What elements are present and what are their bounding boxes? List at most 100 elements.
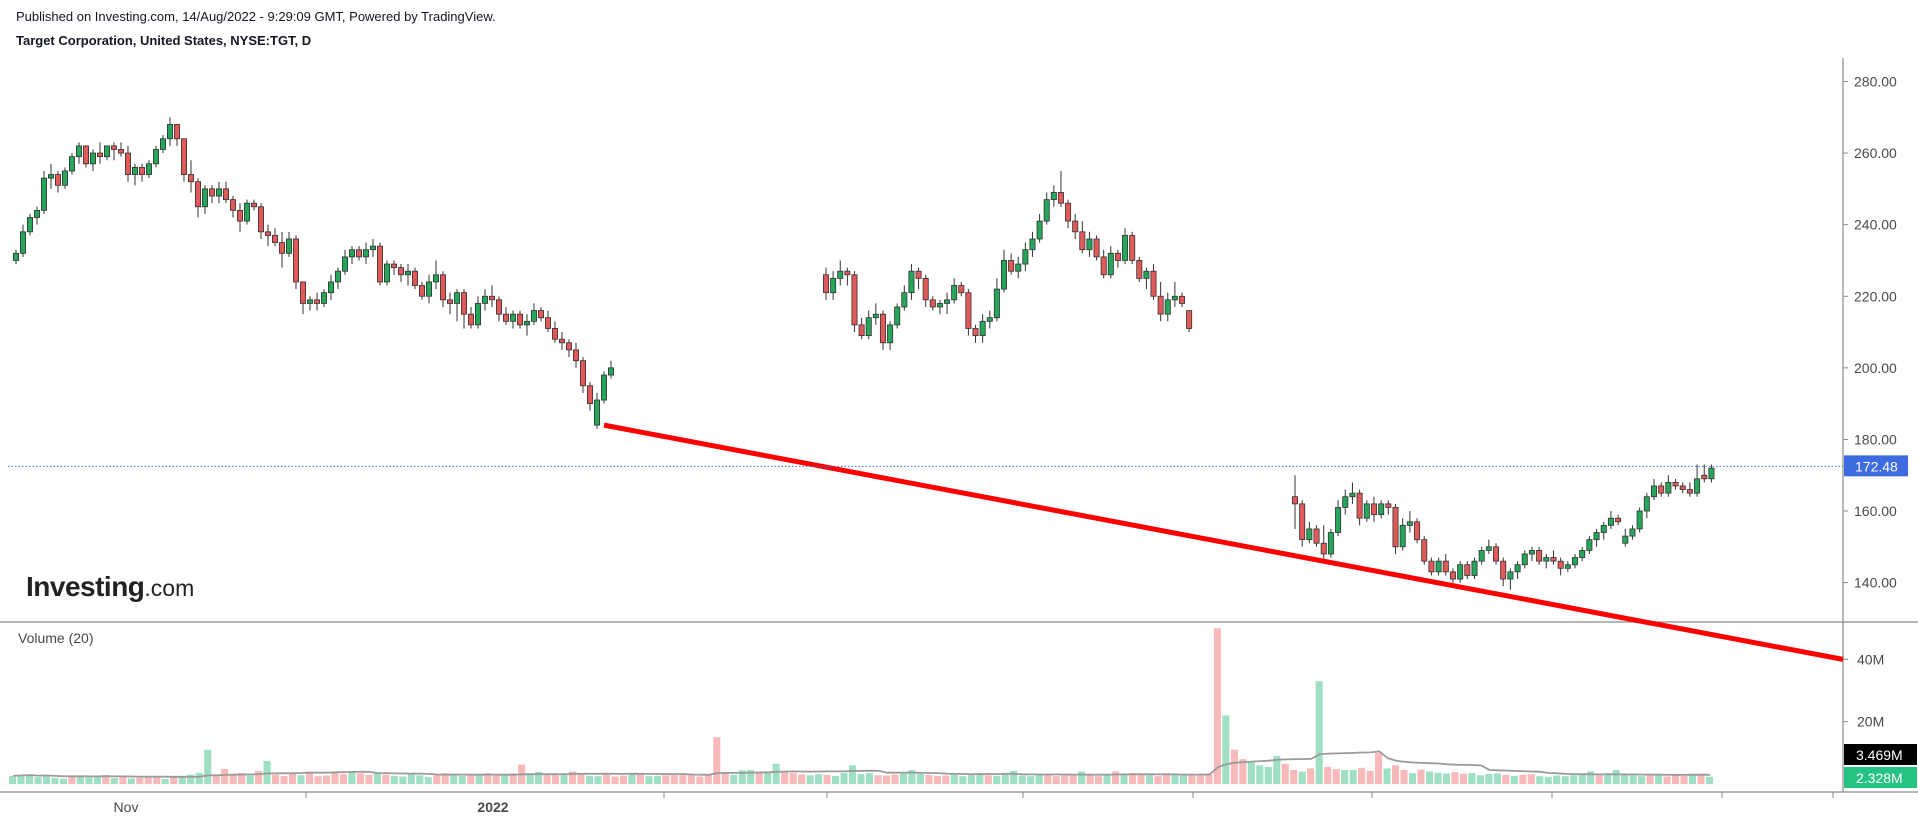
volume-bar [1069,774,1077,784]
candle-up [1579,550,1586,558]
candle-up [1607,517,1614,526]
volume-bar [1655,775,1663,784]
candle-down [972,328,979,337]
volume-bar [611,776,619,784]
candle-up [1022,249,1029,265]
candle-down [313,299,320,304]
volume-bar [865,773,874,784]
candle-down [229,199,236,211]
candle-up [34,209,41,218]
volume-bar [1213,628,1221,784]
volume-bar [34,777,42,784]
candle-down [1313,528,1320,544]
volume-bar [1307,768,1315,784]
volume-bar [9,775,17,784]
volume-bar [1680,775,1688,784]
volume-bar [798,774,806,784]
volume-bar [1587,771,1595,784]
volume-bar [1527,774,1535,784]
candle-up [1406,521,1413,526]
volume-bar [1638,776,1646,784]
volume-bar [467,774,475,784]
candle-down [1129,235,1136,261]
candle-up [1171,295,1178,301]
volume-bar [348,772,356,784]
volume-bar [1171,774,1179,784]
volume-bar [1408,773,1417,784]
volume-bar [212,774,220,784]
volume-bar [959,776,967,784]
volume-bar [25,774,34,784]
volume-bar [594,776,602,784]
time-axis: Nov 2022 [114,792,1834,815]
volume-bar [1103,774,1111,784]
volume-bar [670,774,678,784]
volume-bar [908,769,916,784]
volume-bar [1230,749,1238,784]
candle-down [1679,485,1686,490]
candle-down [929,299,936,308]
volume-bar [764,772,772,784]
volume-bar [110,778,118,784]
candle-down [1157,295,1164,315]
candle-up [1600,524,1607,533]
volume-bar [501,775,509,784]
candle-up [383,263,390,283]
candle-up [1457,564,1464,580]
volume-bar [925,774,933,784]
candle-down [111,145,118,150]
volume-bar [747,769,755,784]
candle-down [495,299,502,315]
volume-bar [153,777,161,784]
candle-down [1100,256,1107,276]
candle-up [1164,299,1171,315]
volume-bar [967,774,975,784]
candle-up [1572,557,1579,566]
candle-down [1057,192,1064,204]
candle-up [1643,496,1650,512]
volume-bar [458,775,466,784]
volume-bar [441,773,449,784]
candle-up [887,324,894,344]
volume-bar [1095,776,1103,784]
volume-bar [1188,775,1196,784]
volume-bar [1239,759,1247,784]
candle-down [1658,485,1665,494]
candle-up [1327,532,1334,555]
candle-down [222,188,229,201]
volume-bar [424,777,432,784]
volume-bar [1544,776,1552,784]
candle-up [936,303,943,308]
candle-down [538,310,545,319]
volume-bars [9,628,1714,784]
volume-bar [1341,769,1349,784]
candle-down [1072,220,1079,233]
candle-up [69,156,76,172]
volume-bar [636,774,644,784]
candle-down [138,166,145,175]
volume-bar [373,773,381,784]
candle-up [327,281,334,294]
volume-bar [696,776,704,784]
volume-bar [1290,769,1298,784]
volume-bar [806,775,814,784]
candle-up [1378,503,1385,516]
volume-bar [1027,776,1035,784]
volume-bar [475,774,483,784]
candle-up [348,249,355,258]
volume-bar [577,773,585,784]
candle-up [320,292,327,304]
volume-bar [1629,775,1637,784]
published-note: Published on Investing.com, 14/Aug/2022 … [16,9,496,24]
candle-up [979,320,986,337]
volume-bar [526,773,534,784]
candle-down [264,231,271,236]
volume-bar [187,774,195,784]
candle-up [1564,564,1571,569]
volume-bar [68,776,76,784]
volume-bar [1137,774,1145,784]
candle-down [271,235,278,243]
candle-up [1708,467,1715,480]
candle-down [1292,496,1299,505]
